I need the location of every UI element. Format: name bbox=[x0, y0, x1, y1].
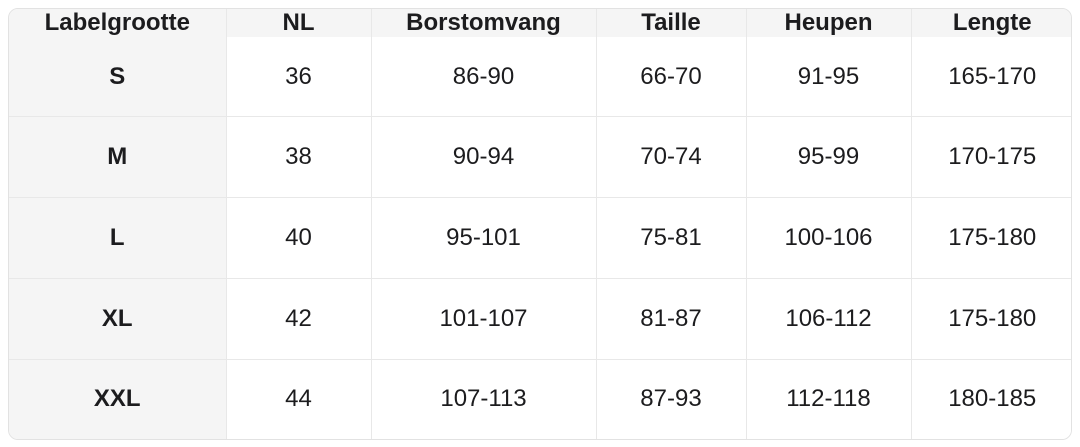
table-row-xxl: XXL 44 107-113 87-93 112-118 180-185 bbox=[9, 359, 1071, 439]
size-chart-table: Labelgrootte NL Borstomvang Taille Heupe… bbox=[9, 9, 1071, 439]
row-label-m: M bbox=[9, 116, 227, 199]
cell-m-taille: 70-74 bbox=[596, 116, 747, 199]
cell-xl-taille: 81-87 bbox=[596, 278, 747, 360]
table-row-l: L 40 95-101 75-81 100-106 175-180 bbox=[9, 197, 1071, 279]
cell-l-taille: 75-81 bbox=[596, 197, 747, 279]
cell-m-lengte: 170-175 bbox=[911, 116, 1071, 199]
column-header-taille: Taille bbox=[596, 9, 747, 37]
table-row-s: S 36 86-90 66-70 91-95 165-170 bbox=[9, 37, 1071, 118]
row-label-xxl: XXL bbox=[9, 359, 227, 439]
row-label-s: S bbox=[9, 37, 227, 118]
cell-xxl-borstomvang: 107-113 bbox=[371, 359, 597, 439]
column-header-lengte: Lengte bbox=[911, 9, 1071, 37]
table-row-m: M 38 90-94 70-74 95-99 170-175 bbox=[9, 116, 1071, 199]
size-chart-table-container: Labelgrootte NL Borstomvang Taille Heupe… bbox=[8, 8, 1072, 440]
cell-m-nl: 38 bbox=[226, 116, 372, 199]
cell-m-borstomvang: 90-94 bbox=[371, 116, 597, 199]
row-label-l: L bbox=[9, 197, 227, 279]
row-label-xl: XL bbox=[9, 278, 227, 360]
cell-l-borstomvang: 95-101 bbox=[371, 197, 597, 279]
cell-s-lengte: 165-170 bbox=[911, 37, 1071, 118]
column-header-borstomvang: Borstomvang bbox=[371, 9, 597, 37]
cell-s-taille: 66-70 bbox=[596, 37, 747, 118]
column-header-labelgrootte: Labelgrootte bbox=[9, 9, 227, 37]
cell-l-lengte: 175-180 bbox=[911, 197, 1071, 279]
cell-xxl-lengte: 180-185 bbox=[911, 359, 1071, 439]
cell-s-heupen: 91-95 bbox=[746, 37, 912, 118]
cell-xxl-heupen: 112-118 bbox=[746, 359, 912, 439]
cell-xl-lengte: 175-180 bbox=[911, 278, 1071, 360]
cell-xxl-nl: 44 bbox=[226, 359, 372, 439]
cell-xl-nl: 42 bbox=[226, 278, 372, 360]
cell-s-nl: 36 bbox=[226, 37, 372, 118]
cell-s-borstomvang: 86-90 bbox=[371, 37, 597, 118]
cell-m-heupen: 95-99 bbox=[746, 116, 912, 199]
column-header-heupen: Heupen bbox=[746, 9, 912, 37]
header-row: Labelgrootte NL Borstomvang Taille Heupe… bbox=[9, 9, 1071, 37]
cell-xxl-taille: 87-93 bbox=[596, 359, 747, 439]
cell-l-nl: 40 bbox=[226, 197, 372, 279]
cell-l-heupen: 100-106 bbox=[746, 197, 912, 279]
cell-xl-borstomvang: 101-107 bbox=[371, 278, 597, 360]
cell-xl-heupen: 106-112 bbox=[746, 278, 912, 360]
column-header-nl: NL bbox=[226, 9, 372, 37]
table-row-xl: XL 42 101-107 81-87 106-112 175-180 bbox=[9, 278, 1071, 360]
